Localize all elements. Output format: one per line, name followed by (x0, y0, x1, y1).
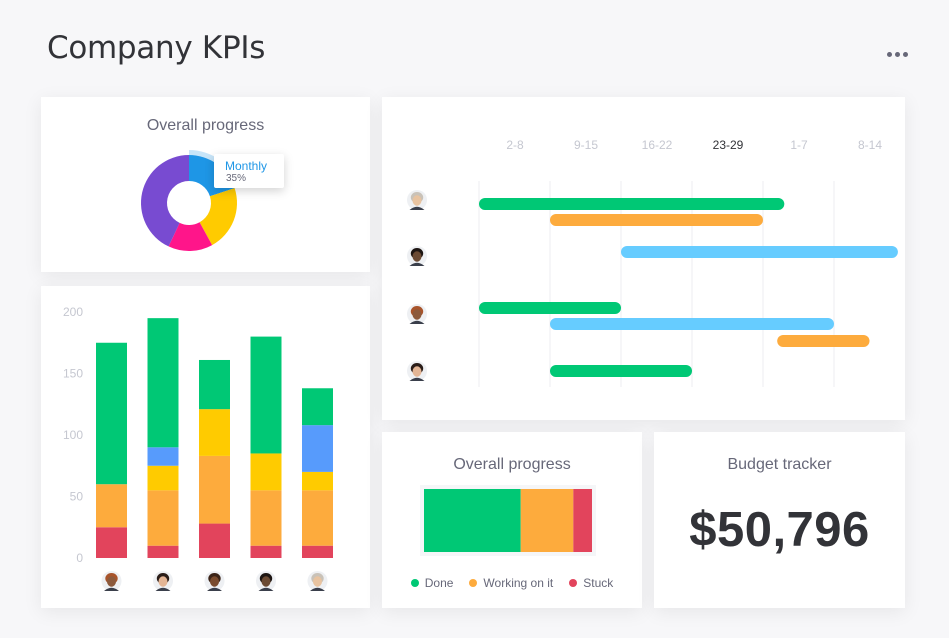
timeline-chart: 2-8 9-15 16-22 23-29 1-7 8-14 (382, 97, 905, 420)
timeline-card: 2-8 9-15 16-22 23-29 1-7 8-14 (382, 97, 905, 420)
more-horizontal-icon[interactable] (884, 44, 910, 64)
bar-segment-blue[interactable] (148, 447, 179, 465)
legend-label-stuck: Stuck (583, 576, 613, 590)
budget-title: Budget tracker (654, 456, 905, 474)
bar-segment-yellow[interactable] (148, 466, 179, 491)
bar-segment-yellow[interactable] (199, 409, 230, 456)
stacked-bar-card: 0 50 100 150 200 (41, 286, 370, 608)
timeline-bar[interactable] (550, 365, 692, 377)
timeline-bar[interactable] (479, 302, 621, 314)
timeline-bar[interactable] (479, 198, 784, 210)
donut-chart (41, 97, 370, 272)
y-tick-label: 100 (63, 428, 83, 442)
timeline-bar[interactable] (777, 335, 869, 347)
bar-segment-yellow[interactable] (251, 453, 282, 490)
budget-amount: $50,796 (654, 502, 905, 558)
overall-progress-bar-card: Overall progress Done Working on it Stuc… (382, 432, 642, 608)
y-tick-label: 200 (63, 305, 83, 319)
progress-segment-done[interactable] (424, 489, 521, 552)
avatar (256, 571, 276, 591)
bar-segment-stuck[interactable] (302, 546, 333, 558)
timeline-column-label: 16-22 (642, 138, 673, 152)
overall-progress-donut-card: Overall progress Monthly 35% (41, 97, 370, 272)
progress-segment-stuck[interactable] (573, 489, 592, 552)
bar-segment-yellow[interactable] (302, 472, 333, 490)
avatar (308, 571, 328, 591)
tooltip-label: Monthly (225, 159, 267, 173)
progress-legend: Done Working on it Stuck (382, 576, 642, 590)
avatar (153, 571, 173, 591)
bar-segment-blue[interactable] (302, 425, 333, 472)
avatar (407, 190, 427, 210)
avatar (205, 571, 225, 591)
bar-segment-stuck[interactable] (199, 524, 230, 558)
bar-segment-working-on-it[interactable] (302, 490, 333, 545)
bar-segment-working-on-it[interactable] (148, 490, 179, 545)
avatar (102, 571, 122, 591)
timeline-bar[interactable] (621, 246, 898, 258)
avatar (407, 246, 427, 266)
legend-item-done: Done (411, 576, 454, 590)
y-tick-label: 0 (76, 551, 83, 565)
timeline-bar[interactable] (550, 214, 763, 226)
avatar (407, 304, 427, 324)
timeline-bar[interactable] (550, 318, 834, 330)
donut-tooltip: Monthly 35% (214, 154, 284, 188)
timeline-column-label: 23-29 (713, 138, 744, 152)
bar-segment-stuck[interactable] (96, 527, 127, 558)
stacked-bar-chart: 0 50 100 150 200 (41, 286, 370, 608)
bar-segment-done[interactable] (251, 337, 282, 454)
timeline-column-label: 2-8 (506, 138, 524, 152)
y-tick-label: 150 (63, 367, 83, 381)
timeline-column-label: 8-14 (858, 138, 882, 152)
timeline-column-label: 9-15 (574, 138, 598, 152)
bar-segment-working-on-it[interactable] (96, 484, 127, 527)
timeline-column-label: 1-7 (790, 138, 808, 152)
tooltip-value: 35% (226, 173, 246, 184)
bar-segment-done[interactable] (96, 343, 127, 484)
page-title: Company KPIs (47, 30, 265, 66)
bar-segment-working-on-it[interactable] (199, 456, 230, 524)
progress-segment-working-on-it[interactable] (521, 489, 574, 552)
legend-item-stuck: Stuck (569, 576, 613, 590)
bar-segment-stuck[interactable] (148, 546, 179, 558)
legend-label-working: Working on it (483, 576, 553, 590)
y-tick-label: 50 (70, 490, 84, 504)
legend-label-done: Done (425, 576, 454, 590)
legend-item-working: Working on it (469, 576, 553, 590)
bar-segment-working-on-it[interactable] (251, 490, 282, 545)
bar-segment-done[interactable] (148, 318, 179, 447)
avatar (407, 361, 427, 381)
bar-segment-done[interactable] (199, 360, 230, 409)
budget-tracker-card: Budget tracker $50,796 (654, 432, 905, 608)
bar-segment-stuck[interactable] (251, 546, 282, 558)
bar-segment-done[interactable] (302, 388, 333, 425)
